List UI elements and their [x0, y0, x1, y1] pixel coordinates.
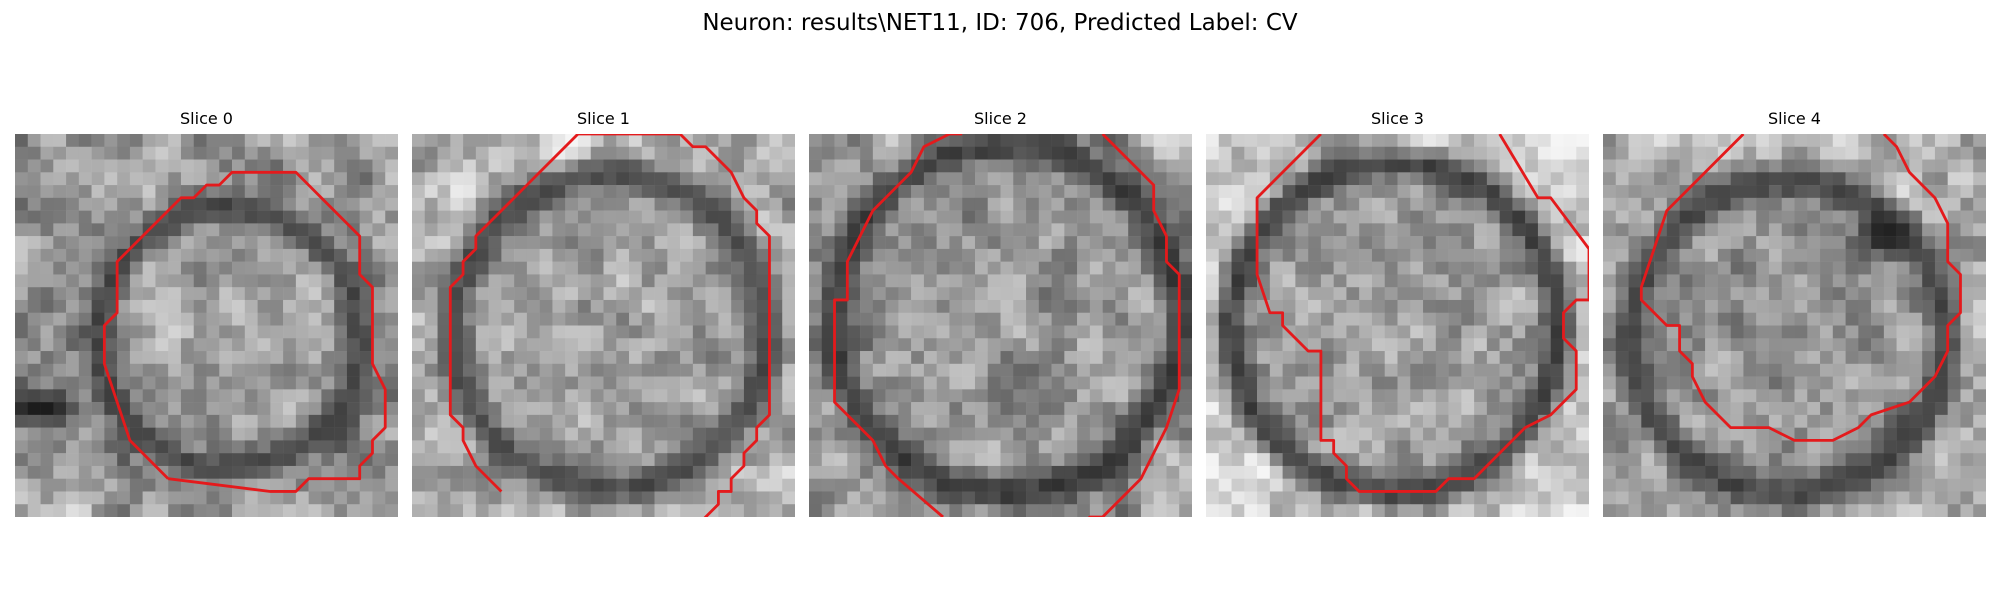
slice-image-1: [412, 134, 795, 517]
slice-title-1: Slice 1: [412, 108, 795, 130]
slice-title-3: Slice 3: [1206, 108, 1589, 130]
slice-image-3: [1206, 134, 1589, 517]
figure-title: Neuron: results\NET11, ID: 706, Predicte…: [0, 8, 2000, 38]
slice-panel-1: Slice 1: [412, 108, 795, 520]
slice-image-0: [15, 134, 398, 517]
slice-panel-4: Slice 4: [1603, 108, 1986, 520]
slice-image-4: [1603, 134, 1986, 517]
slice-title-2: Slice 2: [809, 108, 1192, 130]
slice-panel-2: Slice 2: [809, 108, 1192, 520]
slice-panel-0: Slice 0: [15, 108, 398, 520]
slice-image-2: [809, 134, 1192, 517]
slice-panel-3: Slice 3: [1206, 108, 1589, 520]
slice-title-4: Slice 4: [1603, 108, 1986, 130]
slice-title-0: Slice 0: [15, 108, 398, 130]
